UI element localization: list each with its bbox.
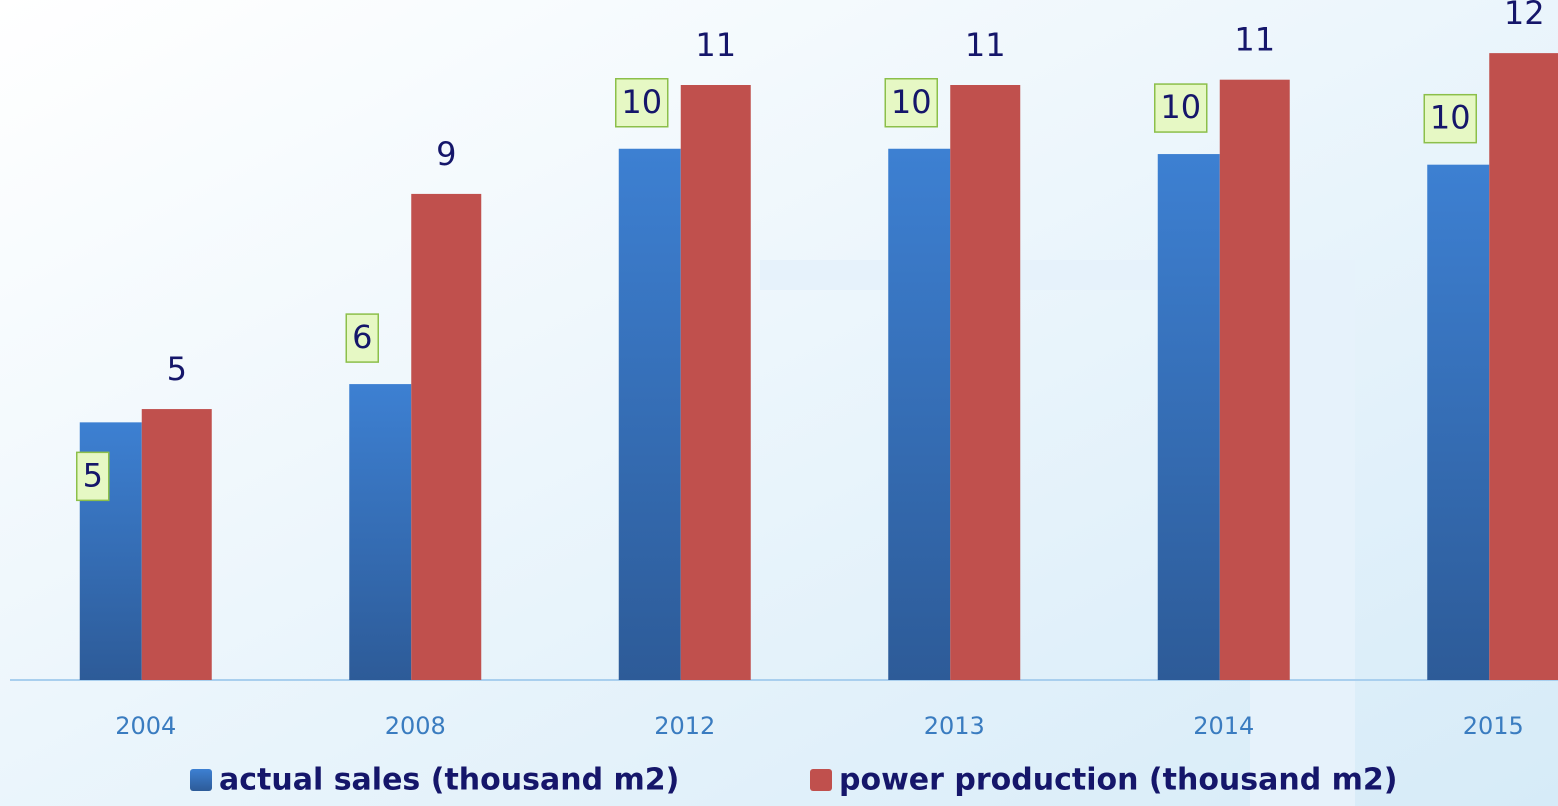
value-label: 11 [1234,21,1275,59]
bar [1219,79,1290,680]
value-label: 10 [621,83,662,121]
value-label: 12 [1504,0,1545,32]
value-label: 11 [695,26,736,64]
bar [888,148,951,680]
value-label-box [1154,83,1208,133]
value-label: 9 [436,135,456,173]
value-label: 11 [965,26,1006,64]
value-label-box [76,451,110,502]
bar [680,85,751,680]
x-tick-label: 2004 [115,712,176,740]
x-tick-label: 2013 [924,712,985,740]
value-label: 10 [1160,88,1201,126]
bar [411,193,482,680]
bar [1157,154,1220,680]
bar [1489,53,1558,680]
value-label-box [884,78,938,128]
bar [950,85,1021,680]
legend-swatch [810,769,832,791]
bar [141,409,212,680]
value-label-box [345,313,379,363]
bar [349,384,412,680]
x-tick-label: 2015 [1463,712,1524,740]
value-label: 10 [891,83,932,121]
value-label: 10 [1430,99,1471,137]
value-label-box [1423,93,1477,144]
value-label: 5 [83,456,103,494]
bar [618,148,681,680]
value-label: 5 [167,350,187,388]
legend-label: power production (thousand m2) [839,763,1398,798]
value-label-box [615,78,669,128]
x-tick-label: 2008 [385,712,446,740]
legend-label: actual sales (thousand m2) [219,763,679,798]
bar [1427,164,1490,680]
legend-swatch [190,769,212,791]
value-label: 6 [352,318,372,356]
x-tick-label: 2012 [654,712,715,740]
background-shape [760,260,1355,806]
x-tick-label: 2014 [1193,712,1254,740]
